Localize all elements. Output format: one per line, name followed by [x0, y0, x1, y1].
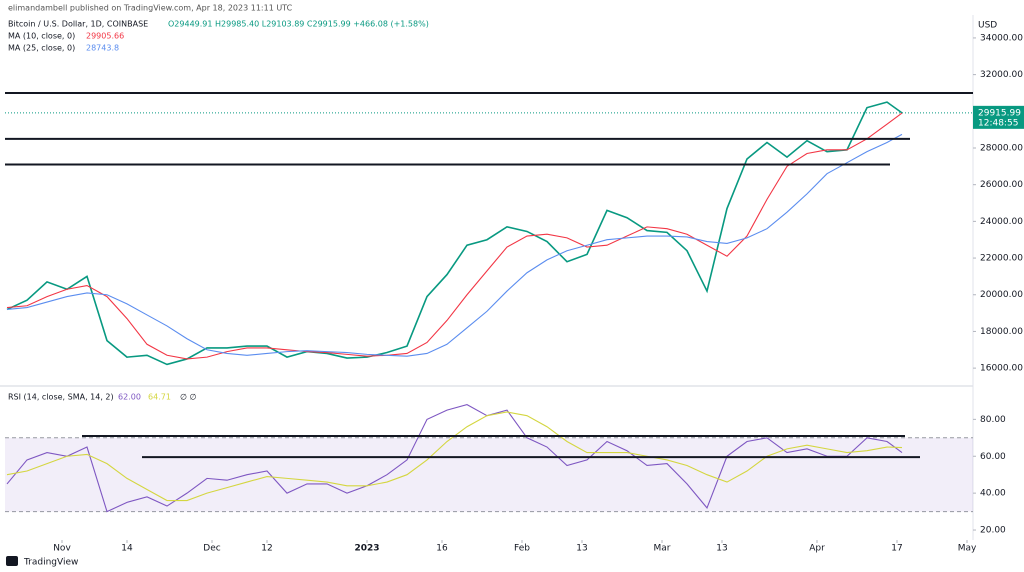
x-tick-label: 13 — [576, 544, 587, 554]
y-tick-label: 28000.00 — [980, 143, 1023, 153]
legend-value: 28743.8 — [86, 44, 119, 53]
y-tick-label: 20000.00 — [980, 290, 1023, 300]
y-tick-label: 80.00 — [980, 415, 1006, 425]
y-tick-label: 18000.00 — [980, 327, 1023, 337]
y-tick-label: 16000.00 — [980, 364, 1023, 374]
countdown: 12:48:55 — [978, 118, 1018, 128]
series-line — [6, 404, 903, 513]
legend-name: MA (25, close, 0) — [8, 44, 75, 53]
logo — [6, 556, 18, 566]
footer: TradingView — [23, 558, 78, 568]
y-tick-label: 40.00 — [980, 489, 1006, 499]
price-tag — [973, 105, 1024, 129]
x-tick-label: May — [958, 544, 977, 554]
x-tick-label: 14 — [121, 544, 133, 554]
y-tick-label: 24000.00 — [980, 217, 1023, 227]
x-tick-label: 2023 — [354, 544, 379, 554]
series-line — [6, 112, 903, 360]
y-tick-label: 32000.00 — [980, 70, 1023, 80]
rsi-value: 64.71 — [148, 393, 171, 402]
x-tick-label: Apr — [809, 544, 825, 554]
legend-name: MA (10, close, 0) — [8, 32, 75, 41]
x-tick-label: Mar — [654, 544, 671, 554]
y-tick-label: 22000.00 — [980, 254, 1023, 264]
x-tick-label: Nov — [53, 544, 71, 554]
x-tick-label: Feb — [514, 544, 530, 554]
rsi-extra: ∅ ∅ — [180, 393, 197, 402]
price-tag-label: 29915.99 — [978, 108, 1021, 118]
y-tick-label: 60.00 — [980, 452, 1006, 462]
legend-value: 29905.66 — [86, 32, 124, 41]
series-line — [6, 101, 903, 366]
ohlc: O29449.91 H29985.40 L29103.89 C29915.99 … — [168, 20, 429, 29]
x-tick-label: Dec — [203, 544, 220, 554]
currency: USD — [978, 21, 997, 31]
publisher: elimandambell published on TradingView.c… — [8, 4, 293, 13]
symbol-title: Bitcoin / U.S. Dollar, 1D, COINBASE — [8, 20, 148, 29]
y-tick-label: 34000.00 — [980, 33, 1023, 43]
x-tick-label: 12 — [261, 544, 272, 554]
y-tick-label: 26000.00 — [980, 180, 1023, 190]
x-tick-label: 13 — [716, 544, 727, 554]
rsi-value: 62.00 — [118, 393, 141, 402]
x-tick-label: 16 — [436, 544, 448, 554]
series-line — [6, 133, 903, 357]
y-tick-label: 20.00 — [980, 526, 1006, 536]
rsi-title: RSI (14, close, SMA, 14, 2) — [8, 393, 114, 402]
x-tick-label: 17 — [891, 544, 902, 554]
series-line — [6, 411, 903, 502]
